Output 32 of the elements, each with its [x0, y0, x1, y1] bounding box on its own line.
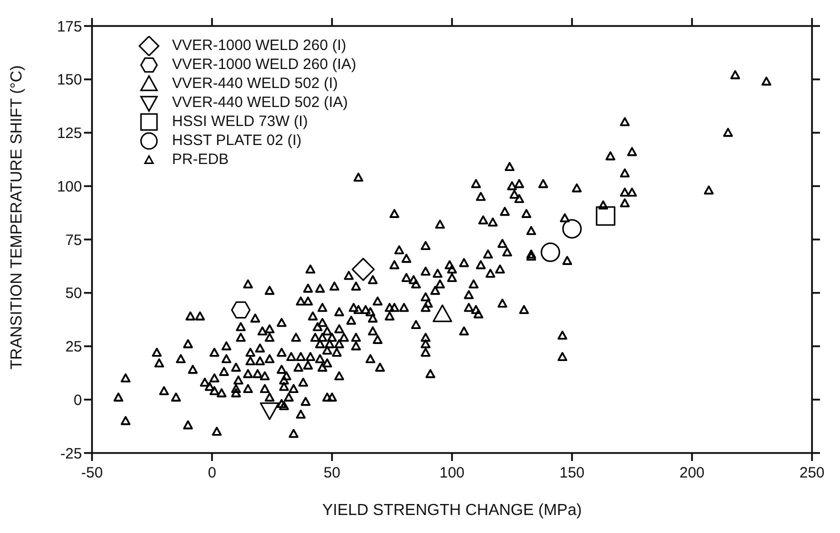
- y-tick-label: 150: [56, 72, 82, 89]
- y-axis-title: TRANSITION TEMPERATURE SHIFT (°C): [8, 65, 26, 370]
- legend-label: HSST PLATE 02 (I): [172, 131, 302, 150]
- y-tick-label: 125: [56, 125, 82, 142]
- x-axis-title: YIELD STRENGTH CHANGE (MPa): [322, 502, 582, 519]
- legend-label: VVER-440 WELD 502 (I): [172, 74, 338, 93]
- x-tick-label: 200: [679, 464, 705, 482]
- point: [562, 219, 582, 239]
- x-tick-label: 0: [208, 464, 216, 482]
- point: [540, 242, 560, 262]
- x-tick-label: 250: [799, 464, 825, 482]
- y-tick-label: -25: [60, 445, 82, 462]
- x-tick-label: -50: [81, 464, 103, 482]
- x-tick-label: 150: [559, 464, 585, 482]
- legend-label: VVER-1000 WELD 260 (I): [172, 36, 346, 55]
- legend-label: VVER-440 WELD 502 (IA): [172, 93, 348, 112]
- point: [596, 206, 616, 226]
- point: [260, 402, 280, 420]
- legend-label: VVER-1000 WELD 260 (IA): [172, 55, 356, 74]
- y-tick-label: 175: [56, 18, 82, 36]
- legend-label: HSSI WELD 73W (I): [172, 112, 308, 131]
- point: [352, 258, 375, 281]
- point: [432, 304, 452, 322]
- legend-label: PR-EDB: [172, 150, 229, 169]
- y-tick-label: 75: [65, 232, 82, 249]
- point: [231, 301, 251, 318]
- y-tick-label: 50: [65, 285, 82, 302]
- y-tick-label: 25: [65, 338, 82, 356]
- x-tick-label: 50: [324, 464, 340, 482]
- y-tick-label: 0: [74, 392, 82, 409]
- y-tick-label: 100: [56, 178, 82, 196]
- x-tick-label: 100: [439, 464, 465, 482]
